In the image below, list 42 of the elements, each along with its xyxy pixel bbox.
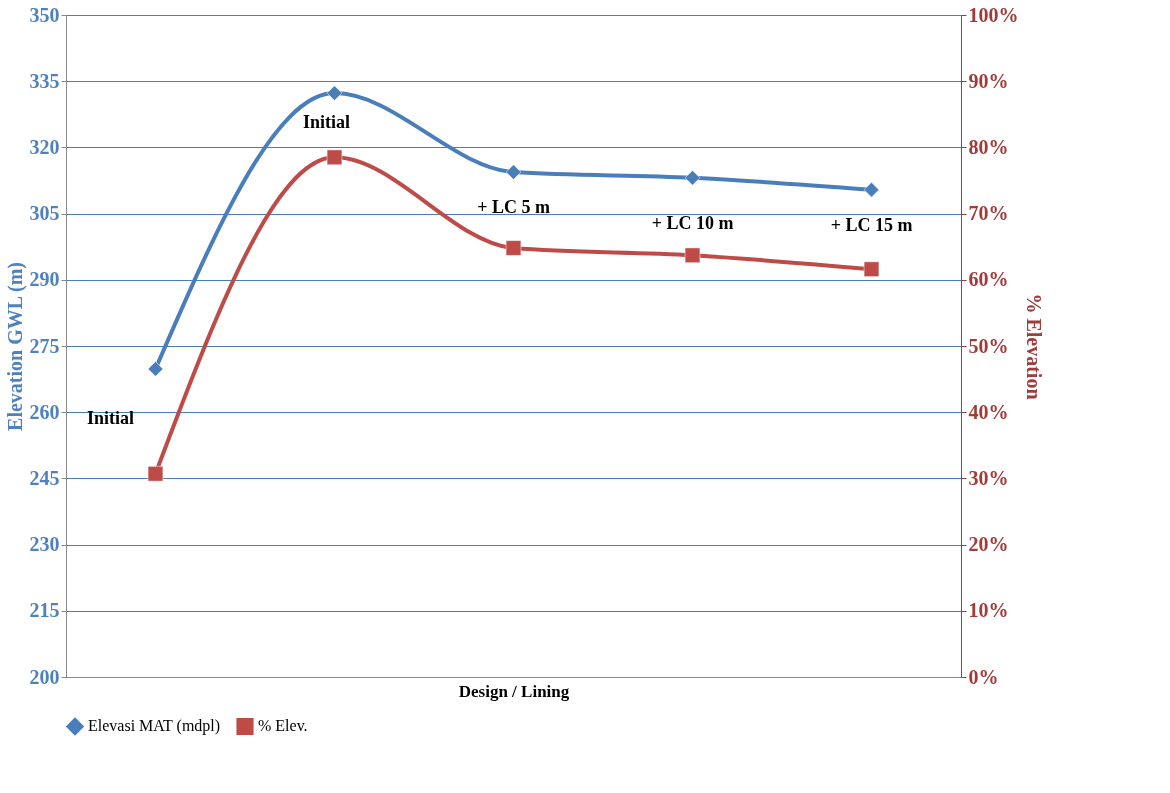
legend-label: % Elev. (258, 717, 308, 735)
y-tick-label: 275 (29, 334, 60, 357)
annotation: + LC 15 m (830, 214, 913, 235)
y2-tick-label: 50% (968, 334, 1009, 357)
y2-tick-label: 90% (968, 69, 1009, 92)
y-tick-label: 245 (29, 466, 60, 489)
annotation: + LC 10 m (651, 212, 734, 233)
y-tick-label: 320 (29, 135, 60, 158)
y2-tick-label: 70% (968, 202, 1009, 225)
point (505, 164, 522, 180)
y-tick-label: 200 (29, 665, 60, 688)
point (147, 361, 164, 377)
y-tick-label: 260 (29, 400, 60, 423)
annotation: Initial (302, 112, 351, 133)
legend-label: Elevasi MAT (mdpl) (88, 717, 221, 736)
y-tick-label: 350 (29, 3, 60, 26)
point (863, 182, 880, 198)
point (684, 247, 701, 263)
point (684, 170, 701, 186)
y2-axis-title: % Elevation (1022, 293, 1045, 400)
y2-tick-label: 10% (968, 599, 1009, 622)
annotation: Initial (86, 407, 135, 428)
x-axis-title: Design / Lining (458, 681, 570, 701)
y2-tick-label: 100% (968, 3, 1019, 26)
y2-tick-label: 80% (968, 135, 1009, 158)
y2-tick-label: 60% (968, 268, 1009, 291)
point (147, 466, 164, 482)
y-tick-label: 290 (29, 268, 60, 291)
y-tick-label: 230 (29, 533, 60, 556)
point (326, 149, 343, 165)
point (863, 261, 880, 277)
annotation: + LC 5 m (477, 197, 550, 218)
y2-tick-label: 30% (968, 466, 1009, 489)
point (326, 85, 343, 101)
y-axis-title: Elevation GWL (m) (3, 262, 27, 431)
point (505, 240, 522, 256)
y2-tick-label: 20% (968, 533, 1009, 556)
y2-tick-label: 0% (968, 665, 999, 688)
y-tick-label: 335 (29, 69, 60, 92)
y-tick-label: 215 (29, 599, 60, 622)
y-tick-label: 305 (29, 202, 60, 225)
y2-tick-label: 40% (968, 400, 1009, 423)
